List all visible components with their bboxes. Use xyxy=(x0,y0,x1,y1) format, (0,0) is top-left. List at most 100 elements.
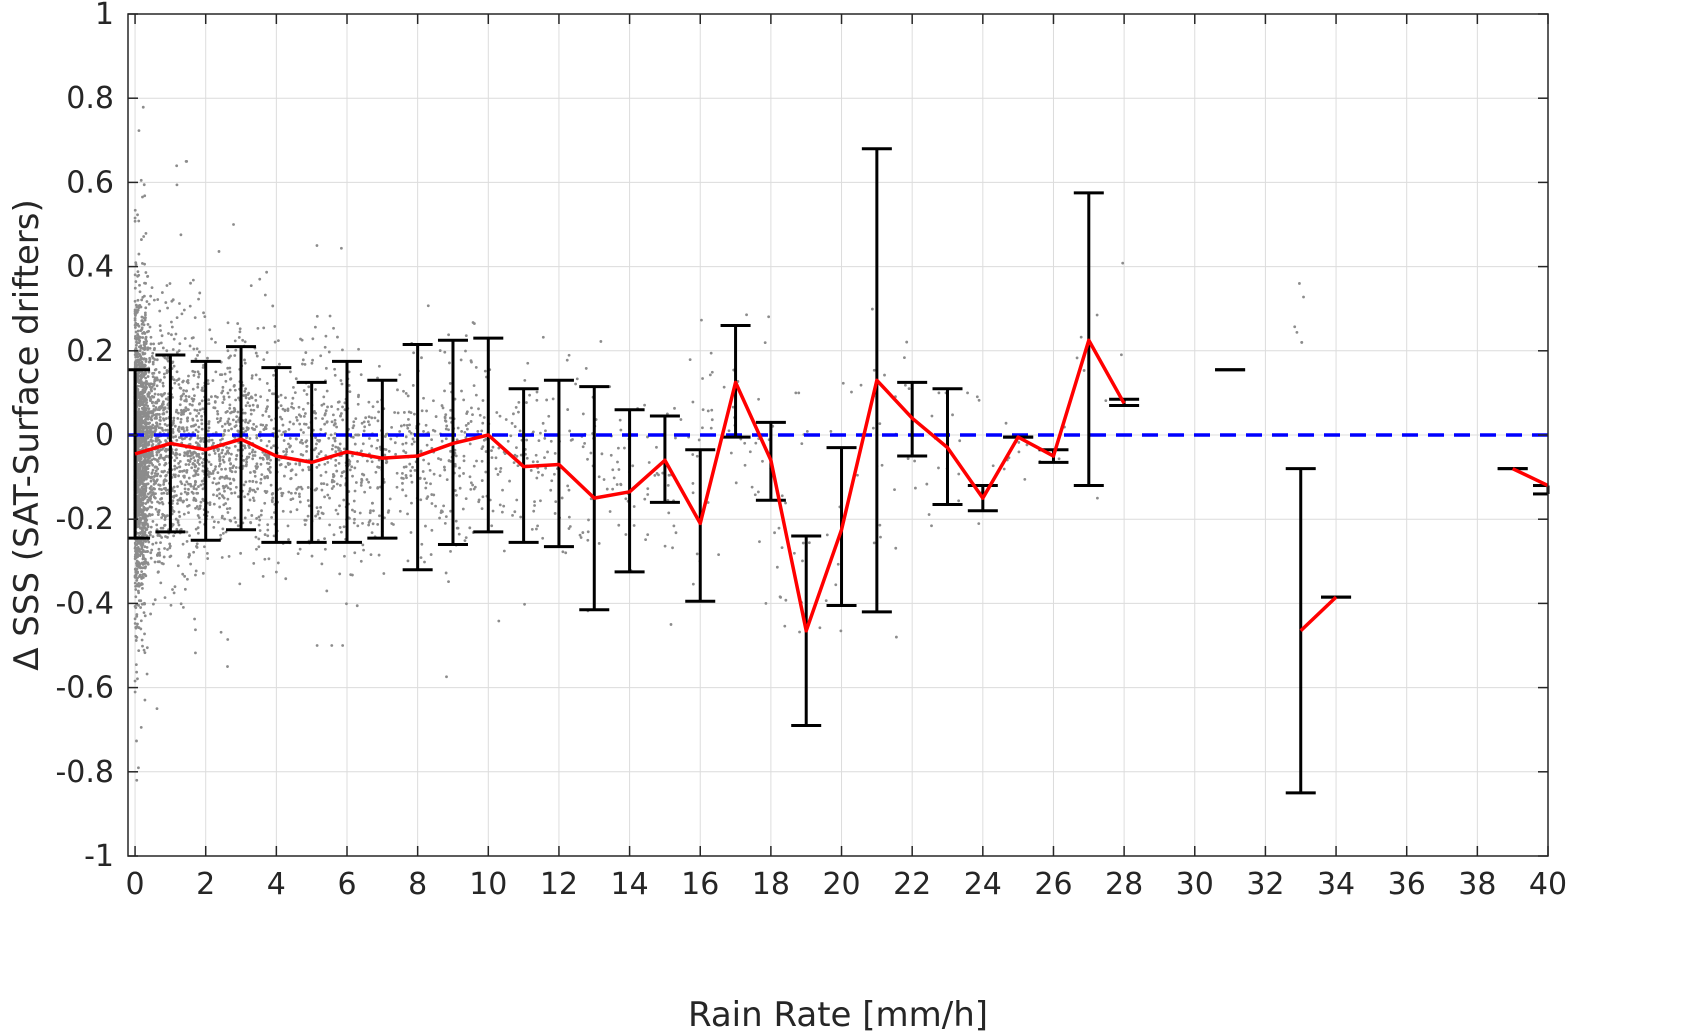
scatter-point xyxy=(196,382,200,386)
scatter-point xyxy=(144,574,148,578)
scatter-point xyxy=(160,561,164,565)
x-tick-label: 34 xyxy=(1317,867,1355,902)
scatter-point xyxy=(291,396,295,400)
scatter-point xyxy=(163,596,167,599)
x-tick-label: 38 xyxy=(1458,867,1496,902)
scatter-point xyxy=(334,445,338,449)
scatter-point xyxy=(221,527,225,531)
scatter-point xyxy=(158,483,162,487)
scatter-point xyxy=(727,429,731,433)
scatter-point xyxy=(334,450,338,454)
scatter-point xyxy=(469,481,473,485)
scatter-point xyxy=(761,459,764,463)
scatter-point xyxy=(368,423,371,427)
scatter-point xyxy=(249,471,252,474)
scatter-point xyxy=(367,415,371,419)
scatter-point xyxy=(143,614,147,618)
scatter-point xyxy=(138,554,142,558)
scatter-point xyxy=(163,524,166,527)
scatter-point xyxy=(248,487,252,491)
scatter-point xyxy=(227,458,231,462)
scatter-point xyxy=(398,509,402,513)
scatter-point xyxy=(282,439,286,442)
scatter-point xyxy=(200,418,204,422)
scatter-point xyxy=(491,445,495,449)
scatter-point xyxy=(252,562,256,565)
scatter-point xyxy=(301,358,305,362)
scatter-point xyxy=(251,403,255,407)
scatter-point xyxy=(568,429,572,433)
scatter-point xyxy=(151,468,155,472)
scatter-point xyxy=(449,416,452,420)
scatter-point xyxy=(248,452,252,456)
scatter-point xyxy=(194,506,197,510)
scatter-point xyxy=(151,491,155,494)
scatter-point xyxy=(454,519,458,523)
scatter-point xyxy=(490,524,494,528)
scatter-point xyxy=(734,481,738,485)
scatter-point xyxy=(135,670,139,674)
scatter-point xyxy=(534,453,538,457)
scatter-point xyxy=(196,531,200,535)
scatter-point xyxy=(402,411,406,414)
error-bar xyxy=(685,448,716,603)
scatter-point xyxy=(444,437,448,441)
scatter-point xyxy=(212,449,216,453)
scatter-point xyxy=(425,443,429,447)
scatter-point xyxy=(207,460,211,464)
scatter-point xyxy=(282,474,286,478)
scatter-point xyxy=(140,238,143,241)
scatter-point xyxy=(266,534,270,538)
error-bar xyxy=(1533,484,1550,496)
scatter-point xyxy=(206,382,210,386)
scatter-point xyxy=(213,400,217,403)
scatter-point xyxy=(281,423,285,427)
scatter-point xyxy=(265,270,269,274)
scatter-point xyxy=(187,511,190,515)
scatter-point xyxy=(146,375,150,378)
x-tick-label: 30 xyxy=(1176,867,1214,902)
scatter-point xyxy=(249,408,253,412)
scatter-point xyxy=(530,527,534,531)
scatter-point xyxy=(229,469,232,473)
scatter-point xyxy=(1017,441,1021,444)
x-tick-label: 20 xyxy=(822,867,860,902)
scatter-point xyxy=(221,531,225,535)
scatter-point xyxy=(444,419,448,423)
scatter-point xyxy=(418,476,422,480)
scatter-point xyxy=(158,551,161,555)
scatter-point xyxy=(338,483,342,487)
scatter-point xyxy=(366,420,370,424)
scatter-point xyxy=(623,446,626,450)
scatter-point xyxy=(242,458,246,462)
scatter-point xyxy=(139,518,143,522)
scatter-point xyxy=(332,474,336,478)
scatter-point xyxy=(249,520,252,524)
scatter-point xyxy=(340,530,343,534)
scatter-point xyxy=(177,377,181,381)
scatter-point xyxy=(236,524,240,528)
scatter-point xyxy=(157,371,161,374)
scatter-point xyxy=(688,358,692,362)
scatter-point xyxy=(178,465,182,469)
scatter-point xyxy=(352,420,356,424)
scatter-point xyxy=(313,409,316,413)
scatter-point xyxy=(376,522,380,526)
scatter-point xyxy=(358,511,362,515)
scatter-point xyxy=(476,429,480,433)
scatter-point xyxy=(141,336,145,339)
scatter-point xyxy=(434,415,438,418)
scatter-point xyxy=(669,623,673,626)
scatter-point xyxy=(315,314,319,318)
scatter-point xyxy=(402,477,405,480)
scatter-point xyxy=(219,533,223,537)
scatter-point xyxy=(471,413,474,417)
scatter-point xyxy=(444,571,448,575)
scatter-point xyxy=(179,602,183,606)
scatter-point xyxy=(217,464,221,468)
scatter-point xyxy=(748,450,752,454)
scatter-point xyxy=(137,324,141,328)
scatter-point xyxy=(159,581,163,585)
scatter-point xyxy=(217,496,221,500)
scatter-point xyxy=(187,503,191,507)
